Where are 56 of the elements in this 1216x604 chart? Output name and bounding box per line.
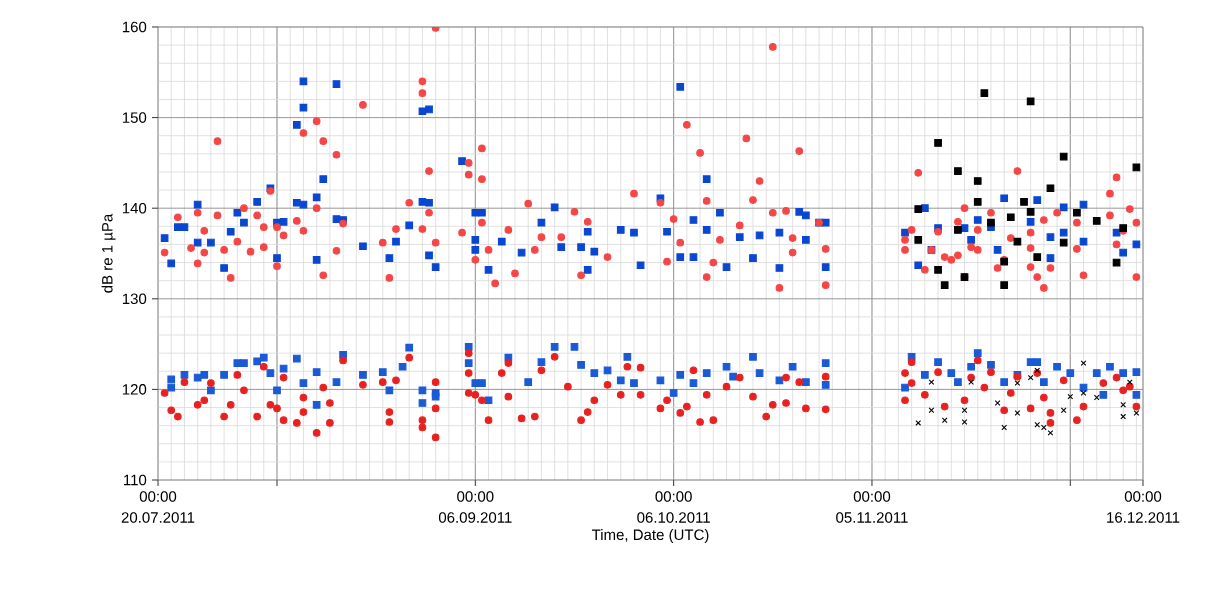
point bbox=[1046, 184, 1055, 193]
point bbox=[1026, 207, 1035, 216]
x-tick-label: 00:00 20.07.2011 bbox=[121, 491, 195, 523]
point bbox=[1059, 152, 1068, 161]
point bbox=[961, 419, 968, 425]
point bbox=[928, 379, 935, 386]
point bbox=[1033, 253, 1042, 261]
y-tick-label: 150 bbox=[122, 112, 147, 123]
point bbox=[994, 400, 1001, 406]
y-tick-label: 140 bbox=[122, 202, 147, 214]
y-tick-label: 130 bbox=[122, 293, 147, 305]
point bbox=[1120, 413, 1127, 420]
point bbox=[980, 89, 989, 97]
point bbox=[914, 236, 923, 244]
point bbox=[987, 218, 995, 227]
point bbox=[1014, 380, 1021, 386]
point bbox=[1112, 258, 1121, 267]
point bbox=[961, 407, 968, 414]
x-tick-label: 00:00 06.09.2011 bbox=[438, 491, 512, 523]
y-tick-label: 120 bbox=[122, 384, 147, 395]
point bbox=[1059, 238, 1068, 247]
point bbox=[1047, 430, 1054, 436]
point bbox=[1080, 360, 1087, 367]
y-tick-label: 110 bbox=[124, 474, 147, 486]
point bbox=[1026, 97, 1035, 106]
point bbox=[1006, 213, 1015, 222]
y-tick-label: 160 bbox=[122, 21, 147, 33]
point bbox=[1014, 410, 1021, 416]
x-tick-label: 00:00 16.12.2011 bbox=[1107, 491, 1180, 523]
point bbox=[940, 281, 949, 290]
point bbox=[914, 205, 923, 213]
y-axis-title: dB re 1 µPa bbox=[101, 213, 116, 293]
point bbox=[915, 420, 922, 426]
point bbox=[1060, 407, 1067, 414]
point bbox=[1000, 281, 1009, 290]
x-tick-label: 00:00 05.11.2011 bbox=[836, 491, 908, 523]
point bbox=[1080, 390, 1087, 396]
point bbox=[954, 167, 962, 175]
point bbox=[1132, 163, 1141, 172]
point bbox=[934, 139, 942, 147]
point bbox=[1001, 424, 1008, 431]
point bbox=[1020, 198, 1028, 206]
x-axis-title: Time, Date (UTC) bbox=[591, 529, 709, 543]
x-tick-label: 00:00 06.10.2011 bbox=[637, 491, 710, 523]
point bbox=[1040, 424, 1047, 431]
point bbox=[973, 177, 982, 185]
point bbox=[1133, 410, 1140, 416]
point bbox=[1073, 208, 1081, 217]
point bbox=[928, 407, 935, 414]
point bbox=[1092, 217, 1101, 225]
point bbox=[1093, 394, 1100, 401]
point bbox=[934, 265, 942, 274]
point bbox=[973, 198, 982, 206]
point bbox=[954, 226, 962, 234]
point bbox=[941, 417, 948, 424]
point bbox=[1013, 237, 1022, 246]
